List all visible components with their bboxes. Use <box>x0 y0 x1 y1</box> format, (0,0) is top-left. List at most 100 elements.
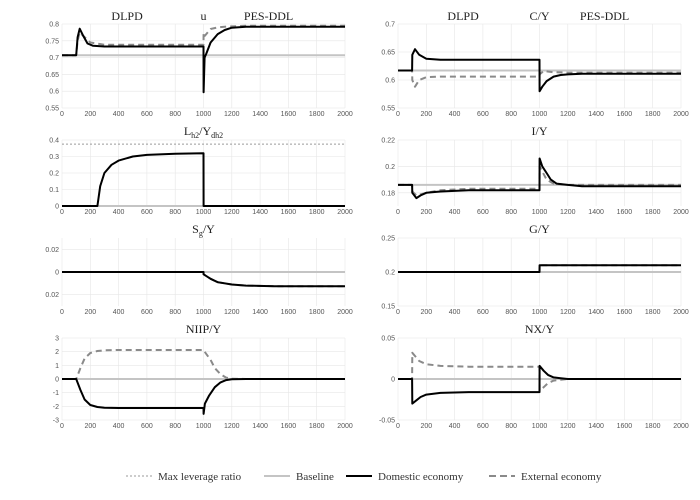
y-tick-label: 2 <box>55 349 59 356</box>
y-tick-label: 0.7 <box>49 55 59 62</box>
y-tick-label: 0.1 <box>49 187 59 194</box>
x-tick-label: 1800 <box>309 111 325 118</box>
x-tick-label: 1600 <box>617 209 633 216</box>
x-tick-label: 400 <box>113 209 125 216</box>
x-tick-label: 0 <box>60 209 64 216</box>
x-tick-label: 600 <box>141 309 153 316</box>
x-tick-label: 1600 <box>617 423 633 430</box>
y-tick-label: 0.05 <box>381 336 395 343</box>
x-tick-label: 800 <box>505 423 517 430</box>
y-tick-label: 0.6 <box>49 89 59 96</box>
x-tick-label: 1600 <box>281 111 297 118</box>
panel-3: 0 200 400 600 800 1000 1200 1400 1600 1800 2000 0 0.… <box>49 124 353 216</box>
legend-label: Baseline <box>296 471 334 483</box>
series-line-domestic-economy <box>398 264 681 273</box>
panel-8: 0 200 400 600 800 1000 1200 1400 1600 1800 2000 -0.… <box>379 322 689 430</box>
y-tick-label: -3 <box>53 418 59 425</box>
y-tick-label: 0.02 <box>45 292 59 299</box>
y-tick-label: 0.65 <box>381 50 395 57</box>
legend-label: Domestic economy <box>378 471 464 483</box>
x-tick-label: 0 <box>60 111 64 118</box>
x-tick-label: 1400 <box>252 209 268 216</box>
x-tick-label: 1200 <box>560 309 576 316</box>
x-tick-label: 400 <box>449 111 461 118</box>
panel-right-label: PES-DDL <box>244 9 293 23</box>
x-tick-label: 0 <box>396 209 400 216</box>
y-tick-label: 0.4 <box>49 138 59 145</box>
series-line-domestic-economy <box>398 48 681 93</box>
panel-1: 0 200 400 600 800 1000 1200 1400 1600 1800 2000 0.5… <box>45 9 353 118</box>
y-tick-label: -0.05 <box>379 418 395 425</box>
x-tick-label: 400 <box>449 423 461 430</box>
x-tick-label: 1800 <box>645 209 661 216</box>
x-tick-label: 1000 <box>196 309 212 316</box>
x-tick-label: 400 <box>449 209 461 216</box>
panel-title: G/Y <box>529 222 550 236</box>
series-line-domestic-economy <box>398 364 681 405</box>
y-tick-label: 0.55 <box>45 106 59 113</box>
panel-title: C/Y <box>529 9 549 23</box>
x-tick-label: 1200 <box>560 423 576 430</box>
series-line-domestic-economy <box>62 271 345 288</box>
x-tick-label: 600 <box>141 111 153 118</box>
x-tick-label: 1600 <box>281 309 297 316</box>
x-tick-label: 1400 <box>252 309 268 316</box>
x-tick-label: 200 <box>420 111 432 118</box>
x-tick-label: 2000 <box>337 309 353 316</box>
panel-title: I/Y <box>532 124 548 138</box>
x-tick-label: 1600 <box>281 209 297 216</box>
y-tick-label: 0.3 <box>49 154 59 161</box>
x-tick-label: 1200 <box>224 309 240 316</box>
x-tick-label: 200 <box>84 111 96 118</box>
y-tick-label: 0.6 <box>385 78 395 85</box>
x-tick-label: 600 <box>477 309 489 316</box>
y-tick-label: 0.25 <box>381 236 395 243</box>
x-tick-label: 800 <box>169 209 181 216</box>
x-tick-label: 1000 <box>196 111 212 118</box>
x-tick-label: 1200 <box>224 111 240 118</box>
x-tick-label: 1200 <box>224 423 240 430</box>
panel-title: u <box>201 9 207 23</box>
x-tick-label: 800 <box>169 423 181 430</box>
x-tick-label: 1800 <box>309 209 325 216</box>
x-tick-label: 600 <box>477 111 489 118</box>
x-tick-label: 2000 <box>673 309 689 316</box>
x-tick-label: 2000 <box>337 423 353 430</box>
panel-title: Lh2/Ydh2 <box>184 124 223 140</box>
x-tick-label: 400 <box>113 111 125 118</box>
x-tick-label: 1000 <box>532 309 548 316</box>
y-tick-label: 0.8 <box>49 22 59 29</box>
x-tick-label: 2000 <box>673 423 689 430</box>
x-tick-label: 1000 <box>532 423 548 430</box>
x-tick-label: 1800 <box>309 309 325 316</box>
x-tick-label: 0 <box>396 423 400 430</box>
series-line-external-economy <box>62 349 345 380</box>
x-tick-label: 1800 <box>645 309 661 316</box>
x-tick-label: 1400 <box>252 111 268 118</box>
x-tick-label: 800 <box>505 111 517 118</box>
panel-7: 0 200 400 600 800 1000 1200 1400 1600 1800 2000 -3 -… <box>53 322 353 430</box>
y-tick-label: 0.2 <box>385 270 395 277</box>
x-tick-label: 1600 <box>617 111 633 118</box>
panel-left-label: DLPD <box>447 9 479 23</box>
x-tick-label: 1400 <box>252 423 268 430</box>
y-tick-label: -1 <box>53 390 59 397</box>
panel-4: 0 200 400 600 800 1000 1200 1400 1600 1800 2000 0.1… <box>381 124 689 216</box>
x-tick-label: 1000 <box>196 209 212 216</box>
series-line-domestic-economy <box>398 157 681 200</box>
x-tick-label: 600 <box>477 209 489 216</box>
panel-5: 0 200 400 600 800 1000 1200 1400 1600 1800 2000 0.0… <box>45 222 353 316</box>
y-tick-label: 0.18 <box>381 190 395 197</box>
x-tick-label: 800 <box>169 111 181 118</box>
x-tick-label: 200 <box>84 209 96 216</box>
y-tick-label: 0 <box>55 204 59 211</box>
x-tick-label: 400 <box>113 309 125 316</box>
series-line-external-economy <box>398 351 681 392</box>
x-tick-label: 800 <box>169 309 181 316</box>
x-tick-label: 2000 <box>337 111 353 118</box>
x-tick-label: 400 <box>449 309 461 316</box>
panel-2: 0 200 400 600 800 1000 1200 1400 1600 1800 2000 0.5… <box>381 9 689 118</box>
x-tick-label: 1800 <box>645 111 661 118</box>
y-tick-label: 0 <box>391 377 395 384</box>
x-tick-label: 600 <box>141 209 153 216</box>
